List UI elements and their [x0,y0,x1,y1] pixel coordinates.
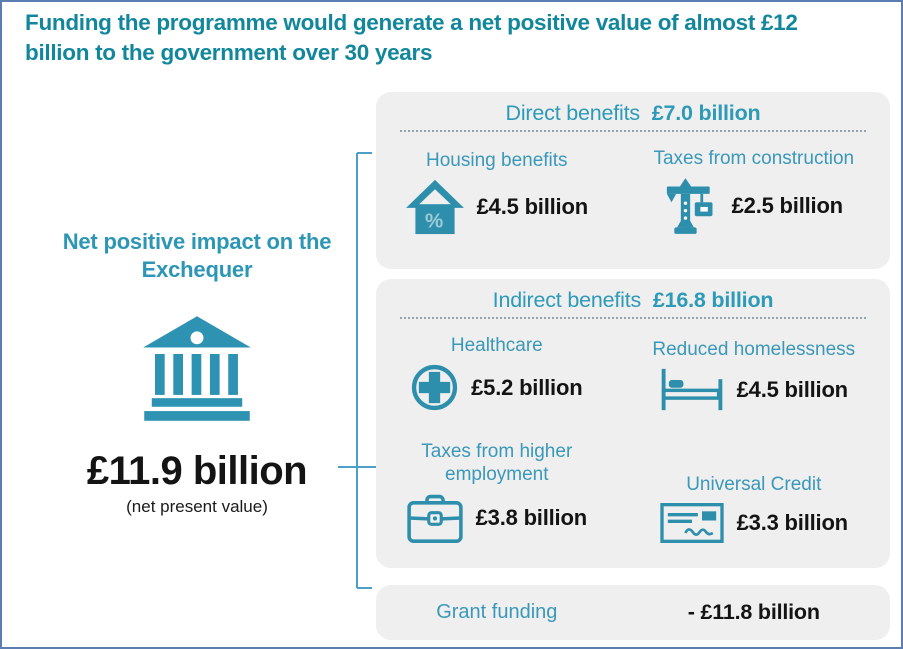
benefit-label: Reduced homelessness [652,339,856,360]
benefit-item-housing: Housing benefits % £4.5 billion [376,148,618,235]
benefit-row: £3.3 billion [659,503,848,544]
benefit-item-universal-credit: Universal Credit £3.3 billion [618,441,890,544]
benefit-label: Taxes from construction [653,148,855,169]
panel-direct-benefits: Direct benefits £7.0 billion Housing ben… [376,92,890,269]
panel-direct-header-label: Direct benefits [505,101,641,125]
benefit-row: % £4.5 billion [405,179,588,235]
benefit-value: £5.2 billion [471,374,583,400]
benefit-item-employment-taxes: Taxes from higher employment [376,441,618,544]
benefit-row: £2.5 billion [665,177,843,235]
construction-crane-icon [665,177,719,235]
briefcase-icon [406,493,463,544]
panel-indirect-header-value: £16.8 billion [652,288,774,312]
exchequer-value: £11.9 billion [86,448,308,493]
benefit-item-construction-taxes: Taxes from construction [618,148,890,235]
exchequer-summary: Net positive impact on the Exchequer £11… [62,228,332,517]
panel-direct-header-value: £7.0 billion [651,101,761,125]
benefit-row: £5.2 billion [411,364,583,411]
benefit-value: £3.8 billion [475,505,587,531]
panel-indirect-header-label: Indirect benefits [492,288,642,312]
benefit-item-homelessness: Reduced homelessness £4.5 billion [618,335,890,411]
grant-funding-label: Grant funding [436,601,558,623]
benefit-label: Taxes from higher employment [421,441,573,485]
panel-indirect-header: Indirect benefits £16.8 billion [376,288,890,313]
percent-glyph: % [425,210,443,233]
exchequer-caption: (net present value) [126,496,268,516]
panel-indirect-benefits: Indirect benefits £16.8 billion Healthca… [376,279,890,568]
exchequer-heading: Net positive impact on the Exchequer [62,229,332,282]
benefit-value: £4.5 billion [736,376,848,402]
page-title: Funding the programme would generate a n… [25,10,798,66]
panel-direct-header: Direct benefits £7.0 billion [376,101,890,126]
benefit-value: £2.5 billion [731,193,843,219]
benefit-label: Housing benefits [426,150,568,171]
benefit-value: £3.3 billion [736,510,848,536]
benefit-value: £4.5 billion [476,194,588,220]
benefit-label: Universal Credit [686,473,822,495]
dotted-divider [400,130,866,132]
panel-direct-grid: Housing benefits % £4.5 billion Taxes fr… [376,148,890,235]
benefit-item-healthcare: Healthcare £5.2 billion [376,335,618,411]
house-percent-icon: % [405,179,464,235]
benefit-row: £3.8 billion [406,493,587,544]
grant-funding-value: - £11.8 billion [687,600,820,624]
benefit-row: £4.5 billion [660,368,848,411]
benefit-label: Healthcare [450,335,543,356]
bank-icon [141,314,253,422]
panel-grant-funding: Grant funding - £11.8 billion [376,585,890,640]
medical-cross-icon [411,364,458,411]
cheque-icon [659,503,724,544]
panel-indirect-grid: Healthcare £5.2 billion Reduced homeless… [376,335,890,544]
dotted-divider [400,317,866,319]
bed-icon [660,368,724,411]
